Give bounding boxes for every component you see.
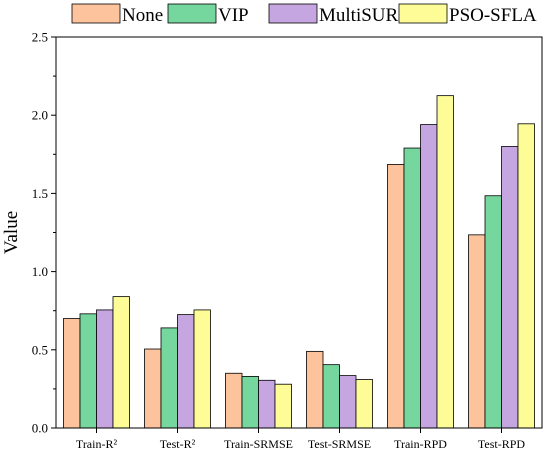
legend-label-vip: VIP — [218, 5, 249, 26]
bar-vip-6 — [484, 195, 502, 429]
bar-vip-3 — [241, 375, 259, 429]
bar-multisurf-5 — [420, 124, 438, 429]
y-axis: 0.0 0.5 1.0 1.5 2.0 2.5 — [32, 30, 56, 436]
bar-pso-sfla-1 — [112, 296, 130, 429]
x-tick-label: Test-R² — [160, 437, 196, 451]
y-tick-label: 2.0 — [32, 108, 48, 123]
bar-multisurf-6 — [501, 146, 519, 429]
bar-pso-sfla-2 — [193, 309, 211, 429]
bar-multisurf-4 — [339, 375, 357, 429]
legend-swatch-pso-sfla — [398, 3, 448, 24]
bars — [63, 95, 535, 429]
bar-vip-1 — [79, 313, 97, 429]
x-tick-label: Test-RPD — [478, 437, 525, 451]
legend-label-none: None — [122, 5, 163, 26]
bar-vip-2 — [160, 327, 178, 429]
bar-none-5 — [387, 164, 405, 429]
legend-label-multisurf: MultiSURF — [319, 5, 409, 26]
x-tick-label: Train-SRMSE — [224, 437, 293, 451]
y-tick-label: 1.0 — [32, 264, 48, 279]
bar-vip-5 — [403, 147, 421, 429]
bar-pso-sfla-5 — [436, 95, 454, 429]
bar-vip-4 — [322, 364, 340, 429]
x-tick-label: Train-R² — [76, 437, 118, 451]
y-tick-label: 0.0 — [32, 421, 48, 436]
x-tick-label: Train-RPD — [394, 437, 447, 451]
legend: None VIP MultiSURF PSO-SFLA — [71, 3, 537, 26]
bar-pso-sfla-6 — [517, 123, 535, 429]
y-tick-label: 2.5 — [32, 30, 48, 45]
bar-multisurf-1 — [96, 309, 114, 429]
bar-pso-sfla-4 — [355, 379, 373, 429]
bar-none-4 — [306, 350, 324, 429]
legend-swatch-multisurf — [268, 3, 318, 24]
bar-multisurf-3 — [258, 379, 276, 429]
bar-multisurf-2 — [177, 314, 195, 429]
x-axis: Train-R² Test-R² Train-SRMSE Test-SRMSE Trai… — [76, 428, 525, 451]
x-tick-label: Test-SRMSE — [308, 437, 371, 451]
legend-swatch-vip — [167, 3, 217, 24]
legend-swatch-none — [71, 3, 121, 24]
bar-none-2 — [144, 348, 162, 429]
bar-none-6 — [468, 234, 486, 429]
y-tick-label: 1.5 — [32, 186, 48, 201]
plot-frame — [55, 36, 543, 429]
bar-none-1 — [63, 318, 81, 429]
y-tick-label: 0.5 — [32, 342, 48, 357]
y-axis-title: Value — [1, 211, 22, 254]
legend-label-pso-sfla: PSO-SFLA — [449, 5, 537, 26]
bar-pso-sfla-3 — [274, 383, 292, 429]
bar-none-3 — [225, 372, 243, 429]
